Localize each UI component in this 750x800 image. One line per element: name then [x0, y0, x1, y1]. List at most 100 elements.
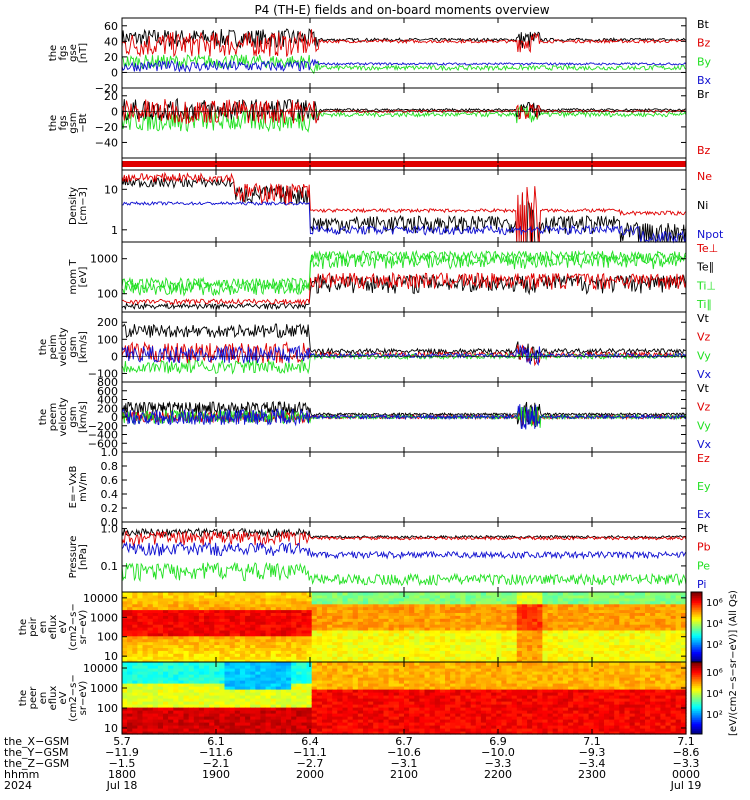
spectrogram-cell [660, 635, 667, 640]
spectrogram-cell [239, 686, 246, 690]
spectrogram-cell [275, 641, 282, 646]
spectrogram-cell [434, 662, 441, 666]
spectrogram-cell [122, 701, 128, 705]
spectrogram-cell [424, 629, 431, 634]
spectrogram-cell [316, 653, 323, 657]
spectrogram-cell [383, 698, 390, 702]
spectrogram-cell [434, 698, 441, 702]
spectrogram-cell [465, 731, 472, 735]
spectrogram-cell [357, 671, 364, 675]
spectrogram-cell [296, 594, 302, 599]
spectrogram-cell [496, 647, 502, 651]
spectrogram-cell [352, 674, 359, 678]
spectrogram-cell [322, 594, 328, 599]
spectrogram-cell [239, 603, 246, 608]
spectrogram-cell [583, 632, 590, 637]
spectrogram-cell [198, 704, 205, 708]
spectrogram-cell [460, 612, 467, 616]
spectrogram-cell [532, 698, 538, 702]
spectrogram-cell [368, 686, 374, 690]
spectrogram-cell [470, 615, 477, 619]
spectrogram-cell [511, 680, 518, 684]
spectrogram-cell [527, 624, 533, 628]
spectrogram-cell [604, 632, 610, 637]
spectrogram-cell [634, 641, 641, 646]
spectrogram-cell [506, 647, 513, 651]
spectrogram-cell [439, 644, 446, 648]
spectrogram-cell [445, 701, 451, 705]
spectrogram-cell [670, 638, 677, 643]
spectrogram-cell [122, 689, 128, 693]
spectrogram-cell [665, 656, 672, 660]
spectrogram-cell [655, 621, 661, 625]
spectrogram-cell [224, 725, 231, 729]
spectrogram-cell [645, 644, 651, 648]
spectrogram-cell [280, 719, 287, 723]
spectrogram-cell [480, 603, 487, 608]
spectrogram-cell [127, 603, 133, 608]
spectrogram-cell [393, 644, 400, 648]
spectrogram-cell [388, 653, 395, 657]
spectrogram-cell [501, 662, 508, 666]
spectrogram-cell [573, 609, 579, 613]
spectrogram-cell [414, 594, 420, 599]
spectrogram-cell [639, 600, 646, 605]
spectrogram-cell [157, 629, 164, 634]
spectrogram-cell [352, 680, 359, 684]
spectrogram-cell [255, 621, 261, 625]
spectrogram-cell [568, 618, 574, 622]
spectrogram-cell [163, 615, 169, 619]
spectrogram-cell [214, 707, 220, 711]
spectrogram-cell [245, 671, 251, 675]
spectrogram-cell [229, 674, 236, 678]
spectrogram-cell [270, 710, 277, 714]
spectrogram-cell [132, 632, 138, 637]
spectrogram-cell [219, 689, 226, 693]
spectrogram-cell [229, 662, 236, 666]
spectrogram-cell [537, 650, 543, 654]
spectrogram-cell [142, 653, 149, 657]
spectrogram-cell [260, 632, 267, 637]
spectrogram-cell [137, 624, 144, 628]
spectrogram-cell [260, 695, 267, 699]
spectrogram-cell [275, 659, 282, 663]
spectrogram-cell [404, 680, 410, 684]
spectrogram-cell [650, 609, 656, 613]
spectrogram-cell [445, 647, 451, 651]
spectrogram-cell [434, 683, 441, 687]
spectrogram-cell [204, 612, 210, 616]
spectrogram-cell [352, 692, 359, 696]
spectrogram-cell [132, 629, 138, 634]
spectrogram-cell [157, 606, 164, 611]
spectrogram-cell [614, 594, 620, 599]
spectrogram-cell [670, 624, 677, 628]
spectrogram-cell [178, 710, 185, 714]
spectrogram-cell [357, 603, 364, 608]
spectrogram-cell [137, 659, 144, 663]
spectrogram-cell [245, 647, 251, 651]
spectrogram-cell [229, 725, 236, 729]
spectrogram-cell [178, 629, 185, 634]
spectrogram-cell [521, 632, 528, 637]
spectrogram-cell [516, 609, 523, 613]
spectrogram-cell [352, 686, 359, 690]
spectrogram-cell [568, 624, 574, 628]
spectrogram-cell [404, 716, 410, 720]
spectrogram-cell [434, 618, 441, 622]
spectrogram-cell [188, 597, 195, 602]
spectrogram-cell [439, 704, 446, 708]
spectrogram-cell [527, 659, 533, 663]
spectrogram-cell [634, 656, 641, 660]
spectrogram-cell [332, 650, 338, 654]
spectrogram-cell [291, 641, 297, 646]
spectrogram-cell [542, 707, 549, 711]
spectrogram-cell [270, 695, 277, 699]
spectrogram-cell [542, 606, 549, 611]
y-axis-label: the [38, 409, 49, 425]
y-tick-label: 0.1 [101, 560, 119, 573]
spectrogram-cell [568, 641, 574, 646]
spectrogram-cell [475, 594, 482, 599]
spectrogram-cell [378, 624, 385, 628]
spectrogram-cell [122, 653, 128, 657]
